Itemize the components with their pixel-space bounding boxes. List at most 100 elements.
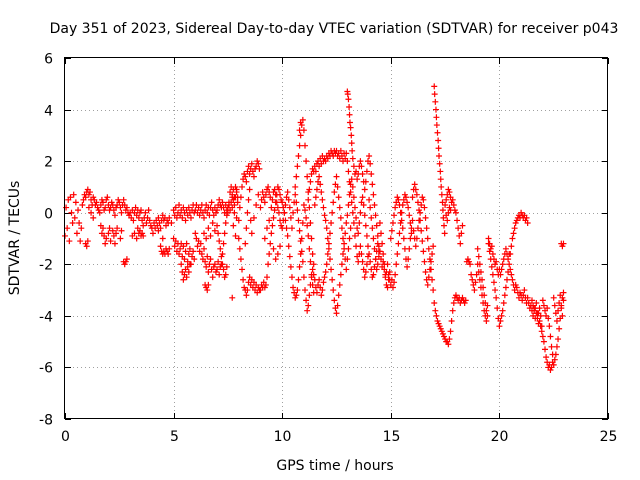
data-point [412,186,419,193]
data-point [302,207,309,214]
data-point [335,292,342,299]
data-point [431,91,438,98]
data-point [447,207,454,214]
data-point [255,191,262,198]
data-point [263,225,270,232]
data-point [334,302,341,309]
data-point [347,225,354,232]
data-point [306,204,313,211]
data-point [374,232,381,239]
data-point [414,225,421,232]
data-point [431,83,438,90]
y-tick-label: -6 [39,361,53,377]
data-point [79,201,86,208]
data-point [367,160,374,167]
data-point [111,240,118,247]
data-point [528,297,535,304]
data-point [417,209,424,216]
data-point [286,204,293,211]
data-point [424,235,431,242]
data-point [265,183,272,190]
data-point [560,289,567,296]
y-tick-label: 0 [44,207,53,223]
data-point [399,201,406,208]
data-point [329,276,336,283]
y-tick-label: 2 [44,155,53,171]
data-point [555,307,562,314]
data-point [344,256,351,263]
data-point [214,207,221,214]
data-point [539,333,546,340]
data-point [173,214,180,221]
data-point [182,217,189,224]
data-point [359,258,366,265]
data-point [297,119,304,126]
data-point [313,289,320,296]
data-point [294,287,301,294]
data-point [560,240,567,247]
x-tick-label: 5 [170,429,179,445]
data-point [345,96,352,103]
y-tick-label: -8 [39,413,53,429]
data-point [359,171,366,178]
data-point [367,258,374,265]
data-point [308,235,315,242]
data-point [507,266,514,273]
data-point [483,307,490,314]
data-point [421,204,428,211]
data-point [550,361,557,368]
data-point [300,274,307,281]
data-point [420,196,427,203]
data-point [288,225,295,232]
data-point [509,276,516,283]
data-point [90,214,97,221]
data-point [228,199,235,206]
data-point [433,312,440,319]
data-point [363,261,370,268]
data-point [222,220,229,227]
data-point [270,245,277,252]
data-point [446,336,453,343]
data-point [262,281,269,288]
data-point [194,243,201,250]
data-point [505,256,512,263]
data-point [432,106,439,113]
data-point [324,235,331,242]
data-point [231,209,238,216]
data-point [248,160,255,167]
data-point [325,245,332,252]
data-point [538,323,545,330]
data-point [133,235,140,242]
data-point [305,302,312,309]
data-point [384,284,391,291]
data-point [93,199,100,206]
data-point [345,201,352,208]
data-point [348,132,355,139]
data-point [405,204,412,211]
data-point [399,225,406,232]
data-point [342,230,349,237]
x-axis-label: GPS time / hours [276,458,393,474]
data-point [534,310,541,317]
data-point [205,281,212,288]
data-point [336,281,343,288]
data-point [373,222,380,229]
data-point [310,261,317,268]
data-point [214,266,221,273]
data-point [439,207,446,214]
data-point [441,230,448,237]
data-point [492,287,499,294]
data-point [246,171,253,178]
data-point [316,276,323,283]
data-point [344,91,351,98]
data-point [244,287,251,294]
data-point [159,235,166,242]
data-point [205,269,212,276]
data-point [274,204,281,211]
data-point [555,336,562,343]
data-point [425,245,432,252]
data-point [319,287,326,294]
data-point [539,297,546,304]
data-point [207,256,214,263]
data-point [279,199,286,206]
